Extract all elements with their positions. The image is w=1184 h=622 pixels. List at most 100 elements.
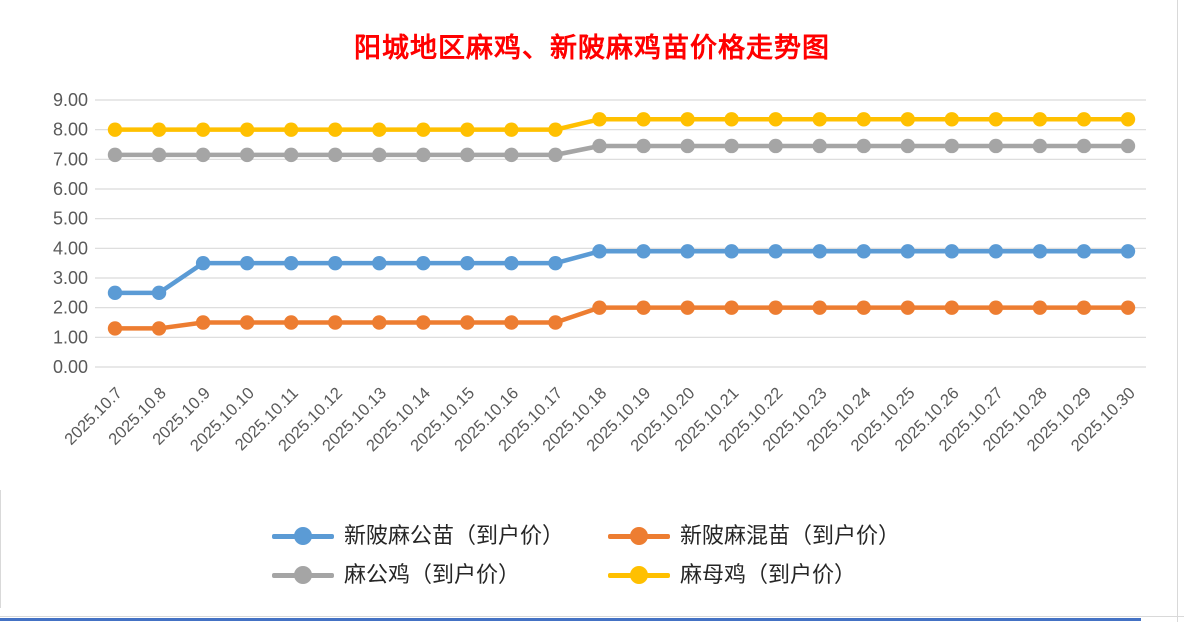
data-point[interactable] xyxy=(944,244,960,259)
data-point[interactable] xyxy=(195,255,211,271)
data-point[interactable] xyxy=(195,315,211,330)
data-point[interactable] xyxy=(107,285,123,301)
data-point[interactable] xyxy=(592,112,607,127)
data-point[interactable] xyxy=(592,300,607,315)
data-point[interactable] xyxy=(900,244,915,259)
data-point[interactable] xyxy=(239,255,255,271)
data-point[interactable] xyxy=(416,147,431,163)
legend-item-2[interactable]: 麻公鸡（到户价） xyxy=(256,555,592,594)
data-point[interactable] xyxy=(988,138,1004,154)
series-line-1[interactable] xyxy=(112,305,1131,331)
data-point[interactable] xyxy=(1076,244,1092,259)
data-point[interactable] xyxy=(460,147,475,163)
data-point[interactable] xyxy=(416,122,431,137)
data-point[interactable] xyxy=(151,321,167,336)
data-point[interactable] xyxy=(680,138,695,154)
data-point[interactable] xyxy=(636,300,651,315)
data-point[interactable] xyxy=(239,315,255,330)
data-point[interactable] xyxy=(1032,300,1048,315)
legend-item-1[interactable]: 新陂麻混苗（到户价） xyxy=(592,516,928,555)
data-point[interactable] xyxy=(283,147,299,163)
data-point[interactable] xyxy=(504,122,519,137)
data-point[interactable] xyxy=(680,244,695,259)
data-point[interactable] xyxy=(283,315,299,330)
data-point[interactable] xyxy=(328,147,343,163)
data-point[interactable] xyxy=(283,255,299,271)
data-point[interactable] xyxy=(504,147,519,163)
data-point[interactable] xyxy=(988,244,1004,259)
data-point[interactable] xyxy=(768,112,783,127)
data-point[interactable] xyxy=(1076,112,1092,127)
data-point[interactable] xyxy=(944,112,960,127)
data-point[interactable] xyxy=(151,147,167,163)
data-point[interactable] xyxy=(724,300,739,315)
data-point[interactable] xyxy=(328,315,343,330)
data-point[interactable] xyxy=(988,300,1004,315)
data-point[interactable] xyxy=(900,138,915,154)
data-point[interactable] xyxy=(988,112,1004,127)
data-point[interactable] xyxy=(1120,112,1136,127)
data-point[interactable] xyxy=(372,147,387,163)
data-point[interactable] xyxy=(239,122,255,137)
data-point[interactable] xyxy=(548,147,563,163)
data-point[interactable] xyxy=(724,244,739,259)
data-point[interactable] xyxy=(812,138,827,154)
data-point[interactable] xyxy=(856,300,871,315)
data-point[interactable] xyxy=(900,300,915,315)
data-point[interactable] xyxy=(239,147,255,163)
data-point[interactable] xyxy=(548,122,563,137)
data-point[interactable] xyxy=(812,300,827,315)
series-line-0[interactable] xyxy=(112,249,1131,296)
data-point[interactable] xyxy=(416,255,431,271)
data-point[interactable] xyxy=(460,122,475,137)
data-point[interactable] xyxy=(592,138,607,154)
data-point[interactable] xyxy=(107,122,123,137)
data-point[interactable] xyxy=(548,255,563,271)
data-point[interactable] xyxy=(372,315,387,330)
data-point[interactable] xyxy=(1120,138,1136,154)
data-point[interactable] xyxy=(548,315,563,330)
data-point[interactable] xyxy=(372,122,387,137)
data-point[interactable] xyxy=(680,300,695,315)
data-point[interactable] xyxy=(107,321,123,336)
data-point[interactable] xyxy=(944,138,960,154)
data-point[interactable] xyxy=(107,147,123,163)
data-point[interactable] xyxy=(195,147,211,163)
data-point[interactable] xyxy=(328,122,343,137)
data-point[interactable] xyxy=(944,300,960,315)
legend-item-0[interactable]: 新陂麻公苗（到户价） xyxy=(256,516,592,555)
data-point[interactable] xyxy=(1120,300,1136,315)
data-point[interactable] xyxy=(724,138,739,154)
data-point[interactable] xyxy=(768,300,783,315)
data-point[interactable] xyxy=(504,255,519,271)
data-point[interactable] xyxy=(1032,138,1048,154)
data-point[interactable] xyxy=(724,112,739,127)
data-point[interactable] xyxy=(1120,244,1136,259)
data-point[interactable] xyxy=(372,255,387,271)
data-point[interactable] xyxy=(812,112,827,127)
data-point[interactable] xyxy=(768,244,783,259)
data-point[interactable] xyxy=(151,122,167,137)
data-point[interactable] xyxy=(856,112,871,127)
data-point[interactable] xyxy=(636,244,651,259)
data-point[interactable] xyxy=(460,315,475,330)
series-line-2[interactable] xyxy=(112,143,1131,158)
data-point[interactable] xyxy=(1032,112,1048,127)
data-point[interactable] xyxy=(856,244,871,259)
data-point[interactable] xyxy=(636,112,651,127)
data-point[interactable] xyxy=(1032,244,1048,259)
data-point[interactable] xyxy=(1076,300,1092,315)
data-point[interactable] xyxy=(856,138,871,154)
legend-item-3[interactable]: 麻母鸡（到户价） xyxy=(592,555,928,594)
data-point[interactable] xyxy=(195,122,211,137)
data-point[interactable] xyxy=(900,112,915,127)
data-point[interactable] xyxy=(680,112,695,127)
data-point[interactable] xyxy=(812,244,827,259)
data-point[interactable] xyxy=(592,244,607,259)
price-chart[interactable]: 0.00 1.00 2.00 3.00 4.00 5.00 6.00 7.00 8.00 9.00… xyxy=(0,0,1184,512)
data-point[interactable] xyxy=(151,285,167,301)
series-line-3[interactable] xyxy=(112,117,1131,132)
data-point[interactable] xyxy=(328,255,343,271)
data-point[interactable] xyxy=(283,122,299,137)
data-point[interactable] xyxy=(460,255,475,271)
